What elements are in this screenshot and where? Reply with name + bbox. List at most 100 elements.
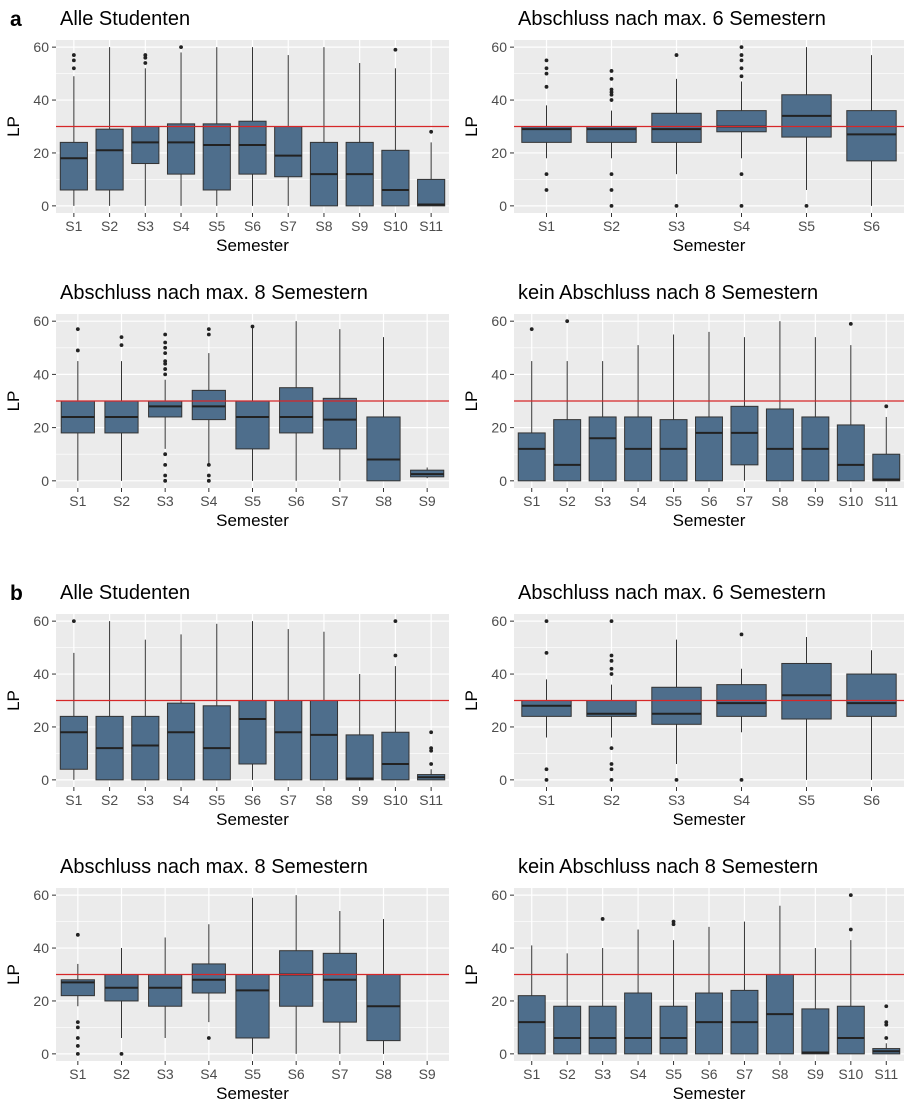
chart-panel: 0 20 40 60 S1 S2 S3 S4 S5 S6 S7 S8 S9 S10 S11 Semester L…	[462, 887, 904, 1103]
box-iqr	[517, 995, 546, 1055]
outlier-point	[75, 1025, 80, 1030]
x-tick-label: S2	[113, 1066, 130, 1082]
y-tick-label: 0	[41, 772, 49, 788]
y-tick-label: 40	[33, 666, 49, 682]
outlier-point	[429, 748, 434, 753]
y-tick-label: 0	[499, 772, 507, 788]
x-tick-label: S10	[383, 792, 408, 808]
x-tick-label: S7	[280, 792, 297, 808]
box-iqr	[235, 400, 270, 450]
x-tick-label: S6	[244, 218, 261, 234]
x-axis-title: Semester	[673, 236, 746, 255]
panel-label-b: b	[10, 582, 23, 605]
x-tick-label: S4	[200, 493, 217, 509]
x-tick-label: S2	[559, 493, 576, 509]
x-tick-label: S6	[700, 1066, 717, 1082]
box-iqr	[366, 974, 401, 1042]
outlier-point	[163, 361, 168, 366]
box-iqr	[801, 1008, 830, 1055]
outlier-point	[544, 619, 549, 624]
box-iqr	[846, 110, 897, 162]
x-tick-label: S6	[863, 218, 880, 234]
y-tick-label: 20	[491, 993, 507, 1009]
outlier-point	[119, 1051, 124, 1056]
y-tick-label: 20	[33, 719, 49, 735]
outlier-point	[609, 762, 614, 766]
box-iqr	[659, 1005, 688, 1055]
outlier-point	[609, 672, 614, 676]
y-tick-label: 0	[41, 198, 49, 214]
y-axis-title: LP	[462, 690, 481, 711]
x-tick-label: S7	[736, 493, 753, 509]
outlier-point	[429, 730, 434, 735]
outlier-point	[609, 76, 614, 81]
outlier-point	[544, 767, 549, 772]
outlier-point	[544, 84, 549, 89]
y-tick-label: 60	[491, 313, 507, 329]
outlier-point	[544, 66, 549, 71]
x-tick-label: S1	[65, 218, 82, 234]
x-axis-title: Semester	[216, 810, 289, 829]
outlier-point	[884, 404, 889, 409]
outlier-point	[671, 922, 676, 927]
x-tick-label: S6	[288, 1066, 305, 1082]
outlier-point	[739, 632, 744, 637]
box-iqr	[191, 389, 226, 421]
x-axis-title: Semester	[673, 511, 746, 530]
box-iqr	[274, 126, 303, 178]
x-tick-label: S8	[315, 218, 332, 234]
box-iqr	[322, 952, 357, 1023]
y-tick-label: 0	[499, 198, 507, 214]
chart-title: Abschluss nach max. 8 Semestern	[60, 856, 368, 878]
outlier-point	[544, 58, 549, 63]
chart-panel: 0 20 40 60 S1 S2 S3 S4 S5 S6 S7 S8 S9 Semester LP	[4, 887, 449, 1103]
box-iqr	[202, 705, 231, 781]
x-tick-label: S9	[351, 218, 368, 234]
x-tick-label: S2	[113, 493, 130, 509]
outlier-point	[143, 55, 148, 60]
x-tick-label: S6	[244, 792, 261, 808]
outlier-point	[544, 650, 549, 655]
outlier-point	[609, 203, 614, 208]
box-iqr	[836, 1005, 865, 1055]
y-axis-title: LP	[4, 690, 23, 711]
x-tick-label: S3	[157, 1066, 174, 1082]
y-axis-title: LP	[462, 391, 481, 412]
outlier-point	[739, 203, 744, 208]
box-iqr	[381, 731, 410, 781]
outlier-point	[739, 66, 744, 71]
outlier-point	[848, 321, 853, 326]
box-iqr	[131, 126, 160, 165]
outlier-point	[393, 653, 398, 658]
outlier-point	[163, 359, 168, 363]
chart-title: kein Abschluss nach 8 Semestern	[518, 856, 819, 878]
y-tick-label: 40	[491, 666, 507, 682]
outlier-point	[75, 1036, 80, 1040]
x-tick-label: S3	[594, 493, 611, 509]
outlier-point	[143, 53, 148, 57]
outlier-point	[739, 45, 744, 50]
y-tick-label: 20	[491, 420, 507, 436]
x-tick-label: S5	[244, 493, 261, 509]
box-iqr	[191, 963, 226, 994]
y-tick-label: 40	[491, 92, 507, 108]
outlier-point	[179, 45, 183, 50]
outlier-point	[429, 129, 434, 134]
outlier-point	[71, 58, 76, 63]
x-tick-label: S2	[559, 1066, 576, 1082]
chart-title: Abschluss nach max. 8 Semestern	[60, 282, 368, 304]
outlier-point	[163, 345, 168, 350]
box-iqr	[695, 416, 723, 482]
box-iqr	[131, 715, 160, 781]
outlier-point	[71, 619, 76, 624]
outlier-point	[163, 372, 168, 377]
x-tick-label: S2	[101, 792, 118, 808]
outlier-point	[429, 762, 434, 766]
y-axis-title: LP	[4, 964, 23, 985]
box-iqr	[59, 141, 88, 191]
x-tick-label: S2	[603, 218, 620, 234]
x-tick-label: S8	[375, 1066, 392, 1082]
box-iqr	[651, 686, 702, 725]
outlier-point	[529, 327, 534, 332]
